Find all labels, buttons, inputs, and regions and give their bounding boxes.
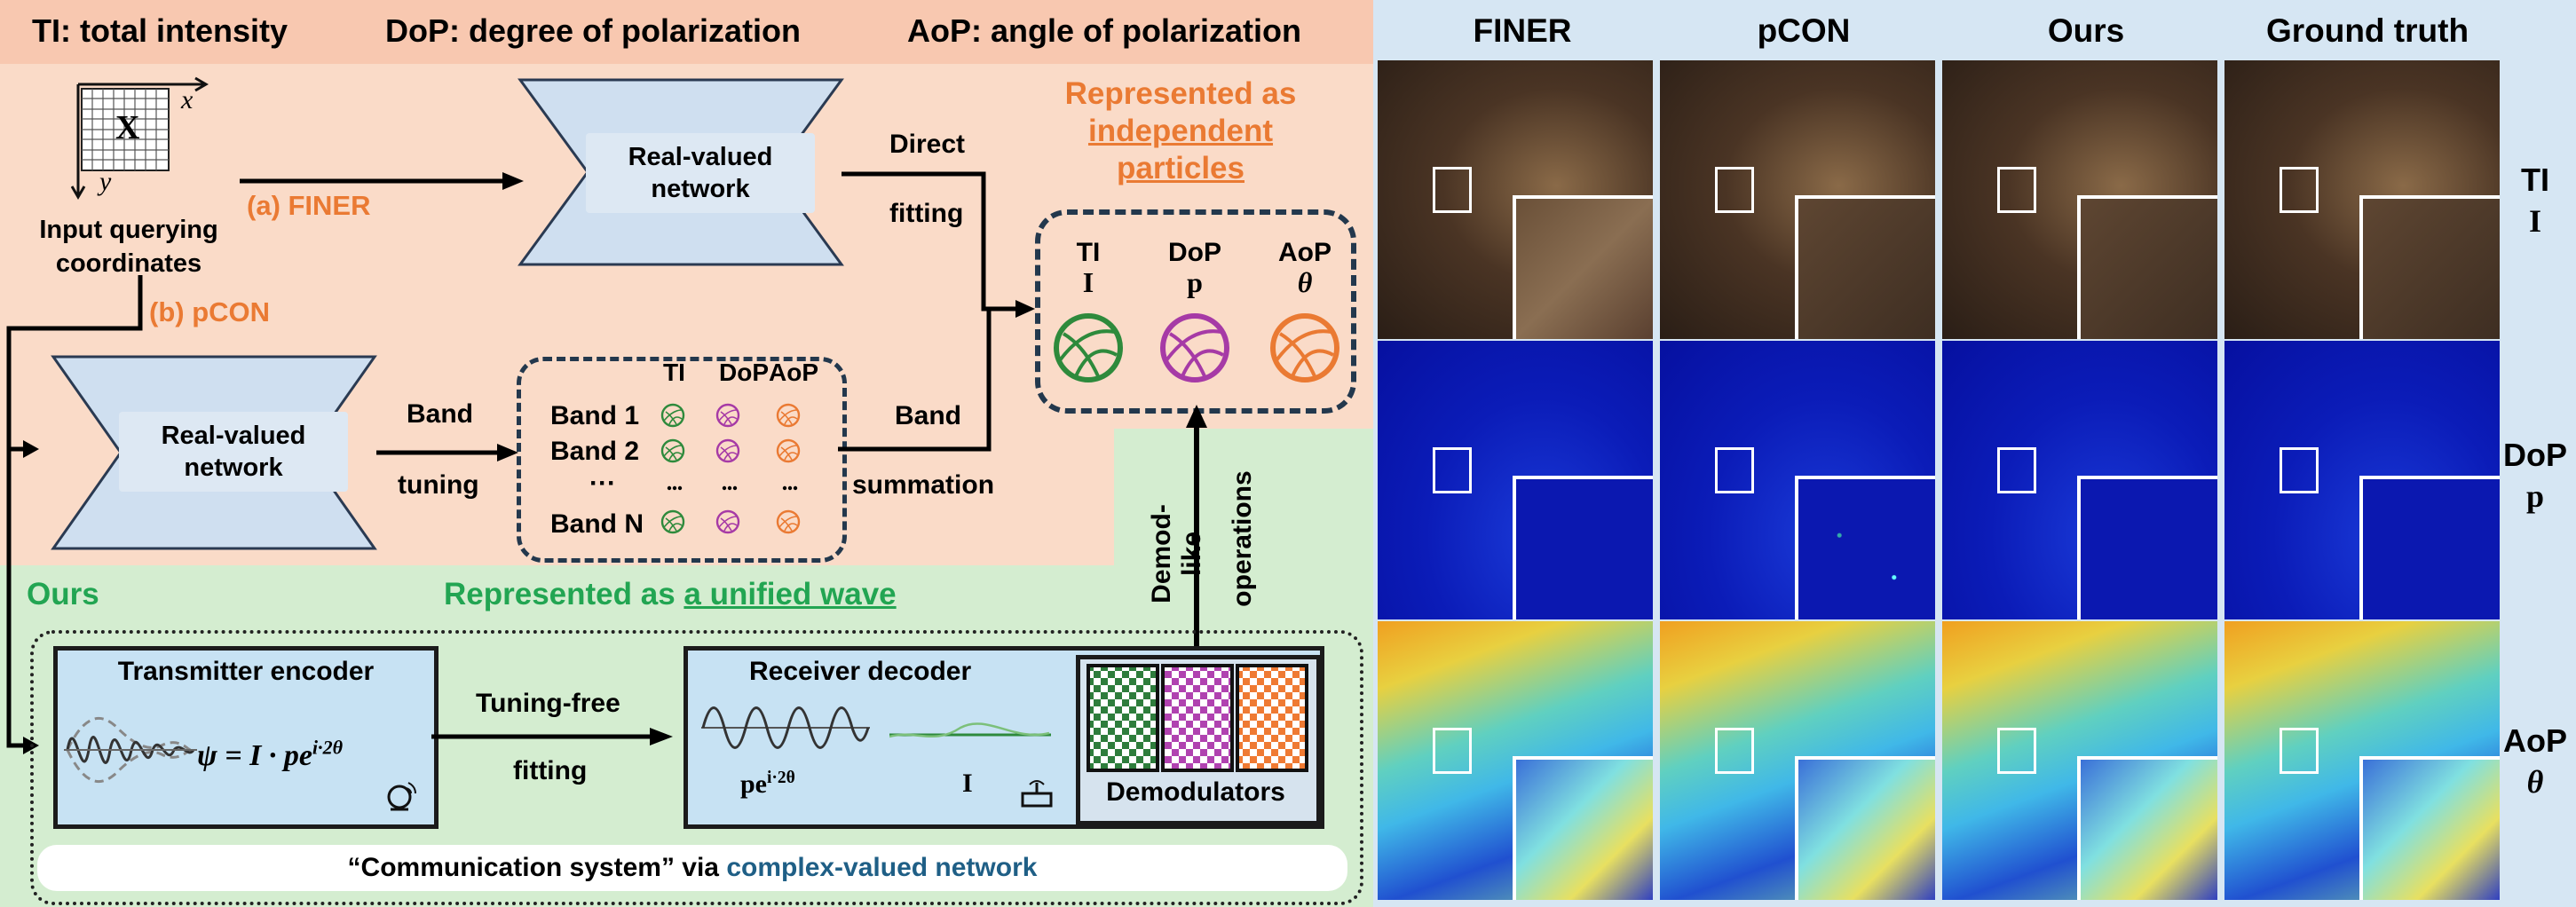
- tile-dop-pcon: [1660, 341, 1935, 619]
- unified-prefix: Represented as: [444, 577, 684, 611]
- band-summation-label-1: Band: [895, 401, 961, 430]
- row-label-aop-symbol: θ: [2526, 764, 2544, 800]
- communication-prefix: “Communication system” via: [347, 853, 727, 882]
- bands-header-ti: TI: [663, 359, 685, 386]
- particle-ti-name: TI: [1076, 238, 1101, 267]
- transmitter-equation-text: ψ = I · pei·2θ: [197, 737, 344, 773]
- demodulators-label: Demodulators: [1106, 777, 1285, 807]
- column-title-pcon: pCON: [1757, 12, 1851, 49]
- direct-fitting-path: [842, 171, 1035, 318]
- particle-dop-symbol: p: [1187, 266, 1203, 298]
- finer-connector: [240, 172, 524, 190]
- router-icon: [1021, 780, 1053, 808]
- particle-icons: [1047, 302, 1340, 399]
- band-2-label: Band 2: [550, 437, 640, 466]
- tile-ti-ours: [1942, 60, 2217, 339]
- tile-aop-pcon: [1660, 621, 1935, 900]
- row-label-ti-name: TI: [2521, 162, 2549, 198]
- receiver-pe: pei·2θ: [740, 769, 795, 799]
- bands-box: [517, 357, 847, 563]
- row-label-ti: TI I: [2494, 160, 2576, 241]
- independent-label-2: independent: [1087, 114, 1274, 148]
- coordinate-grid-icon: [71, 76, 209, 200]
- communication-bar: “Communication system” via complex-value…: [37, 845, 1347, 891]
- ti-definition: TI: total intensity: [32, 12, 288, 49]
- finer-label: (a) FINER: [247, 190, 371, 221]
- ours-label: Ours: [27, 577, 99, 611]
- coord-y-axis: y: [99, 167, 112, 196]
- satellite-icon: [387, 782, 416, 811]
- tile-aop-ours: [1942, 621, 2217, 900]
- band-tuning-arrow: [376, 444, 518, 461]
- receiver-I-wave-icon: [889, 722, 1051, 738]
- unified-link: a unified wave: [684, 577, 897, 611]
- particle-aop-symbol: θ: [1297, 266, 1313, 298]
- receiver-title: Receiver decoder: [749, 657, 972, 686]
- unified-wave-label: Represented as a unified wave: [444, 577, 897, 612]
- tile-ti-ground-truth: [2224, 60, 2500, 339]
- band-summation-label-2: summation: [852, 470, 995, 500]
- column-title-ground-truth: Ground truth: [2265, 12, 2469, 49]
- transmitter-box: [53, 646, 439, 829]
- demod-label-1: Demod-like: [1147, 504, 1206, 603]
- independent-label-3: particles: [1117, 151, 1245, 185]
- coord-x-axis: x: [181, 85, 194, 114]
- tile-dop-ground-truth: [2224, 341, 2500, 619]
- coord-X-label: X: [115, 109, 140, 146]
- tile-aop-ground-truth: [2224, 621, 2500, 900]
- transmitter-wave-icon: [64, 717, 197, 783]
- tuning-free-arrow: [431, 728, 673, 745]
- receiver-wave-icon: [701, 706, 870, 749]
- direct-fitting-label-2: fitting: [889, 199, 964, 228]
- dop-definition: DoP: degree of polarization: [385, 12, 802, 49]
- demod-label-2: operations: [1228, 470, 1257, 607]
- pcon-network-label: Real-valued network: [119, 412, 348, 492]
- ours-region-top: [1114, 429, 1373, 565]
- band-tuning-label-2: tuning: [398, 470, 479, 500]
- row-label-dop: DoP p: [2494, 435, 2576, 517]
- aop-definition: AoP: angle of polarization: [907, 12, 1302, 49]
- row-label-dop-name: DoP: [2503, 437, 2567, 473]
- tile-dop-ours: [1942, 341, 2217, 619]
- bands-header-dop: DoP: [719, 359, 769, 386]
- column-title-ours: Ours: [2047, 12, 2125, 49]
- particle-dop-name: DoP: [1168, 238, 1221, 267]
- independent-label-1: Represented as: [1064, 76, 1297, 111]
- row-label-aop: AoP θ: [2494, 721, 2576, 802]
- row-label-aop-name: AoP: [2503, 722, 2567, 759]
- tile-ti-finer: [1378, 60, 1653, 339]
- transmitter-equation: ψ = I · pei·2θ: [197, 737, 343, 773]
- tile-dop-finer: [1378, 341, 1653, 619]
- band-n-label: Band N: [550, 509, 644, 539]
- demodulator-patterns: [1087, 664, 1308, 772]
- band-ellipsis-label: ···: [589, 469, 616, 498]
- pcon-label: (b) pCON: [149, 296, 271, 327]
- particle-ti-symbol: I: [1082, 266, 1094, 298]
- finer-network-label: Real-valued network: [586, 133, 815, 213]
- tuning-free-label-2: fitting: [513, 756, 588, 785]
- communication-box: [30, 630, 1363, 905]
- row-label-dop-symbol: p: [2525, 478, 2545, 514]
- particle-aop-name: AoP: [1278, 238, 1331, 267]
- communication-link: complex-valued network: [726, 853, 1038, 882]
- band-particles-icon: [660, 403, 801, 534]
- tile-ti-pcon: [1660, 60, 1935, 339]
- band-tuning-label-1: Band: [407, 399, 473, 429]
- row-label-ti-symbol: I: [2528, 203, 2541, 239]
- tuning-free-label-1: Tuning-free: [476, 689, 620, 718]
- input-label: Input querying coordinates: [39, 216, 218, 278]
- direct-fitting-label-1: Direct: [889, 130, 966, 159]
- header-band: [0, 0, 1373, 64]
- band-summation-path: [838, 307, 992, 452]
- tile-aop-finer: [1378, 621, 1653, 900]
- demod-arrow: [1186, 405, 1207, 664]
- bands-header-aop: AoP: [769, 359, 818, 386]
- column-title-finer: FINER: [1473, 12, 1572, 49]
- transmitter-title: Transmitter encoder: [117, 657, 375, 686]
- receiver-I: I: [962, 769, 973, 798]
- band-1-label: Band 1: [550, 401, 640, 430]
